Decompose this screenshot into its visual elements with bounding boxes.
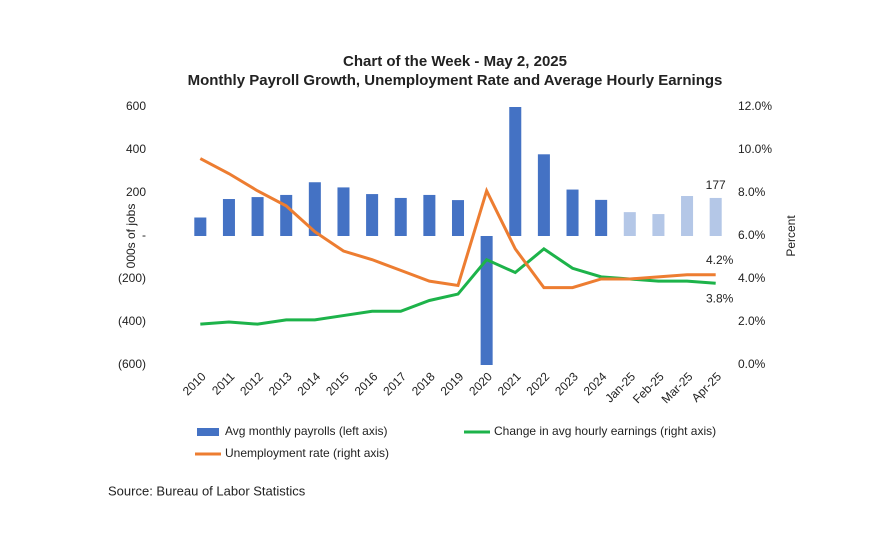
x-tick-label: Mar-25 (659, 369, 696, 406)
bar (222, 199, 235, 236)
bar (366, 194, 379, 236)
y2-tick-label: 2.0% (738, 314, 766, 328)
x-tick-label: Apr-25 (689, 369, 725, 405)
y-axis-title: 000s of jobs (124, 204, 138, 269)
bar (337, 187, 350, 236)
data-label: 4.2% (706, 253, 734, 267)
y2-tick-label: 12.0% (738, 99, 772, 113)
y2-tick-label: 10.0% (738, 142, 772, 156)
y2-tick-label: 0.0% (738, 357, 766, 371)
x-tick-label: 2022 (523, 369, 552, 398)
y2-tick-label: 4.0% (738, 271, 766, 285)
y-tick-label: 400 (126, 142, 146, 156)
y-tick-label: (400) (118, 314, 146, 328)
x-tick-label: 2019 (438, 369, 467, 398)
bar (681, 196, 694, 236)
x-tick-label: 2018 (409, 369, 438, 398)
x-tick-label: 2017 (380, 369, 409, 398)
legend-swatch (197, 428, 219, 436)
bar (251, 197, 264, 236)
bar (194, 217, 207, 236)
x-tick-label: 2020 (466, 369, 495, 398)
x-tick-label: 2010 (180, 369, 209, 398)
bar (623, 212, 636, 236)
legend-label: Change in avg hourly earnings (right axi… (494, 424, 716, 438)
bar (308, 182, 321, 236)
source-note: Source: Bureau of Labor Statistics (108, 483, 306, 498)
data-label: 3.8% (706, 291, 734, 305)
bar (595, 199, 608, 236)
legend-label: Avg monthly payrolls (left axis) (225, 424, 388, 438)
legend-label: Unemployment rate (right axis) (225, 446, 389, 460)
y-tick-label: (600) (118, 357, 146, 371)
x-tick-label: 2012 (237, 369, 266, 398)
data-label: 177 (706, 178, 726, 192)
x-tick-label: 2013 (266, 369, 295, 398)
bar (423, 194, 436, 236)
y-tick-label: (200) (118, 271, 146, 285)
chart-subtitle: Monthly Payroll Growth, Unemployment Rat… (188, 72, 723, 89)
x-tick-label: Feb-25 (630, 369, 667, 406)
y2-tick-label: 8.0% (738, 185, 766, 199)
bar (566, 189, 579, 236)
x-tick-label: 2011 (209, 369, 237, 397)
bar (509, 107, 522, 236)
y2-axis-title: Percent (784, 215, 798, 257)
x-tick-label: 2021 (495, 369, 524, 398)
y-tick-label: 600 (126, 99, 146, 113)
y2-tick-label: 6.0% (738, 228, 766, 242)
bar (652, 214, 665, 236)
y-tick-label: - (142, 228, 146, 242)
bar (709, 197, 722, 236)
bar (451, 200, 465, 236)
bar (480, 236, 493, 365)
line (199, 157, 716, 290)
x-tick-label: 2016 (352, 369, 381, 398)
x-tick-label: 2023 (552, 369, 581, 398)
bar (394, 197, 407, 236)
bar (280, 194, 293, 236)
x-tick-label: 2015 (323, 369, 352, 398)
x-tick-label: 2014 (294, 369, 323, 398)
y-tick-label: 200 (126, 185, 146, 199)
bar (537, 154, 550, 236)
chart-title: Chart of the Week - May 2, 2025 (343, 53, 567, 70)
